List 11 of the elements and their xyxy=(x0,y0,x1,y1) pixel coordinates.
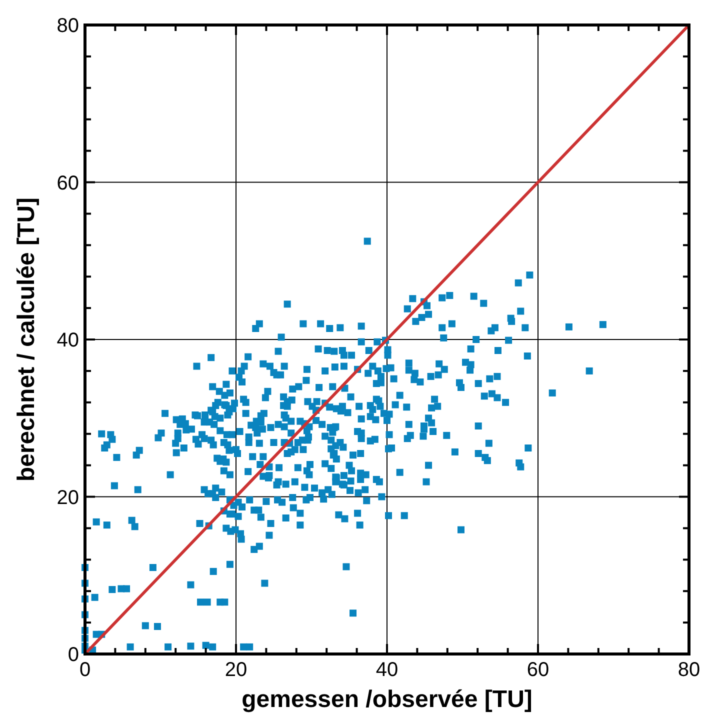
y-tick-label: 0 xyxy=(68,644,79,666)
x-axis-title: gemessen /observée [TU] xyxy=(242,686,532,713)
x-tick-label: 20 xyxy=(224,659,248,681)
y-tick-label: 80 xyxy=(56,15,79,37)
y-tick-label: 60 xyxy=(56,172,79,194)
x-tick-label: 60 xyxy=(526,659,550,681)
x-tick-label: 80 xyxy=(678,659,700,681)
y-axis-title: berechnet / calculée [TU] xyxy=(13,197,40,482)
x-tick-label: 40 xyxy=(376,659,398,681)
y-tick-label: 40 xyxy=(56,330,79,352)
y-tick-label: 20 xyxy=(56,486,79,509)
